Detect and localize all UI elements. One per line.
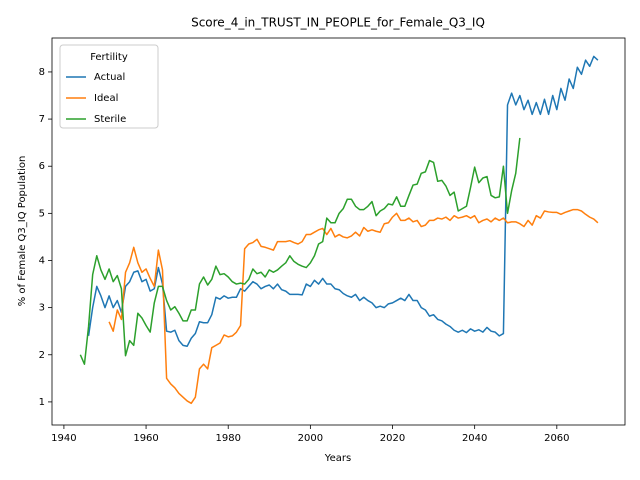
plot-frame [51,37,626,426]
x-tick-label: 2040 [462,433,487,444]
legend-title: Fertility [90,52,128,63]
line-series [108,208,599,405]
y-tick-label: 3 [39,303,45,314]
y-tick-label: 8 [39,67,45,78]
y-tick-label: 6 [39,161,45,172]
x-tick-label: 2020 [380,433,405,444]
line-series [87,55,599,348]
legend-label: Actual [94,72,125,83]
x-axis-label: Years [324,453,351,464]
legend-label: Sterile [94,114,126,125]
x-tick-label: 2000 [298,433,323,444]
y-tick-label: 7 [39,114,45,125]
y-tick-label: 5 [39,208,45,219]
line-series [79,137,521,365]
legend-box [59,44,159,129]
x-tick-label: 1960 [133,433,158,444]
y-tick-label: 2 [39,350,45,361]
y-axis-label: % of Female Q3_IQ Population [17,156,28,307]
x-tick-label: 1980 [215,433,240,444]
chart-title: Score_4_in_TRUST_IN_PEOPLE_for_Female_Q3… [191,16,485,30]
x-tick-label: 1940 [51,433,76,444]
y-tick-label: 4 [39,255,45,266]
y-tick-label: 1 [39,397,45,408]
legend-label: Ideal [94,93,118,104]
x-tick-label: 2060 [544,433,569,444]
